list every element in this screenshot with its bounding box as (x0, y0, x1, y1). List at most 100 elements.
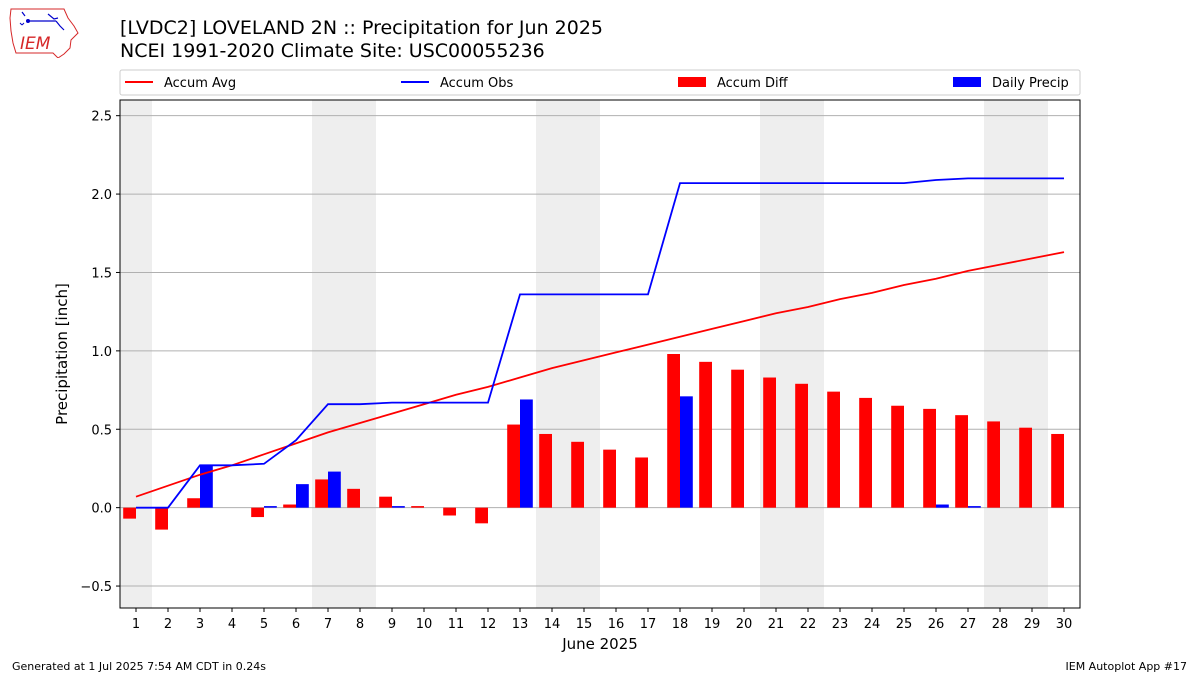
x-tick-label-19: 19 (704, 617, 721, 632)
app-credit: IEM Autoplot App #17 (1065, 660, 1188, 673)
daily-precip-bar-day-18 (680, 396, 693, 508)
accum-diff-bar-day-13 (507, 424, 520, 508)
weekend-shade-day-29 (1016, 100, 1048, 608)
weekend-shade-day-14 (536, 100, 568, 608)
accum-diff-bar-day-28 (987, 421, 1000, 508)
x-tick-label-22: 22 (800, 617, 817, 632)
x-tick-label-24: 24 (864, 617, 881, 632)
accum-diff-bar-day-19 (699, 361, 712, 508)
accum-diff-bar-day-18 (667, 354, 680, 508)
x-tick-label-20: 20 (736, 617, 753, 632)
x-tick-label-1: 1 (132, 617, 140, 632)
accum-diff-bar-day-11 (443, 507, 456, 516)
x-tick-label-11: 11 (448, 617, 465, 632)
x-tick-label-14: 14 (544, 617, 561, 632)
accum-diff-bar-day-9 (379, 496, 392, 508)
iem-logo: IEM (9, 8, 79, 58)
y-tick-label-5: 2.0 (91, 188, 112, 203)
daily-precip-bar-day-7 (328, 471, 341, 508)
accum-diff-bar-day-5 (251, 507, 264, 518)
plot-frame (119, 99, 1081, 609)
x-tick-label-23: 23 (832, 617, 849, 632)
accum-diff-bar-day-24 (859, 397, 872, 508)
x-tick-label-17: 17 (640, 617, 657, 632)
x-tick-label-29: 29 (1024, 617, 1041, 632)
legend-swatch-accum-diff (678, 77, 706, 87)
x-tick-label-3: 3 (196, 617, 204, 632)
weekend-shade-day-21 (760, 100, 792, 608)
y-tick-label-2: 0.5 (91, 423, 112, 438)
accum-diff-bar-day-14 (539, 433, 552, 508)
accum-diff-bar-day-25 (891, 405, 904, 508)
daily-precip-bar-day-27 (968, 506, 981, 508)
bars (123, 354, 1064, 530)
daily-precip-bar-day-9 (392, 506, 405, 508)
logo-text: IEM (20, 34, 51, 54)
lines (135, 177, 1065, 509)
accum-diff-bar-day-6 (283, 504, 296, 508)
x-tick-label-28: 28 (992, 617, 1009, 632)
y-gridlines (120, 115, 1080, 587)
daily-precip-bar-day-5 (264, 506, 277, 508)
x-axis-label: June 2025 (561, 635, 638, 653)
x-tick-label-4: 4 (228, 617, 236, 632)
accum-diff-bar-day-22 (795, 383, 808, 508)
x-tick-label-5: 5 (260, 617, 268, 632)
x-tick-label-16: 16 (608, 617, 625, 632)
x-tick-label-30: 30 (1056, 617, 1073, 632)
accum-diff-bar-day-27 (955, 415, 968, 508)
accum-diff-bar-day-8 (347, 488, 360, 508)
accum-diff-bar-day-1 (123, 507, 136, 519)
y-tick-label-6: 2.5 (91, 110, 112, 125)
legend: Accum Avg Accum Obs Accum Diff Daily Precip (119, 69, 1081, 96)
x-tick-label-27: 27 (960, 617, 977, 632)
legend-frame (119, 69, 1081, 96)
daily-precip-bar-day-13 (520, 399, 533, 508)
x-tick-label-8: 8 (356, 617, 364, 632)
chart-subtitle: NCEI 1991-2020 Climate Site: USC00055236 (120, 40, 545, 62)
accum-diff-bar-day-7 (315, 479, 328, 508)
x-tick-label-21: 21 (768, 617, 785, 632)
accum-diff-bar-day-12 (475, 507, 488, 524)
weekend-shade-day-28 (984, 100, 1016, 608)
legend-label-daily-precip: Daily Precip (992, 76, 1069, 91)
accum-diff-bar-day-30 (1051, 433, 1064, 508)
accum-obs-line (136, 177, 1064, 509)
axes: −0.50.00.51.01.52.02.51 2 3 4 5 6 7 8 9 10 11 12 13 1… (80, 110, 1072, 632)
x-tick-label-6: 6 (292, 617, 300, 632)
x-tick-label-10: 10 (416, 617, 433, 632)
y-tick-label-0: −0.5 (80, 580, 112, 595)
y-tick-label-4: 1.5 (91, 266, 112, 281)
y-axis-label: Precipitation [inch] (53, 283, 71, 425)
daily-precip-bar-day-6 (296, 484, 309, 508)
legend-swatch-daily-precip (953, 77, 981, 87)
weekend-shade-day-1 (120, 100, 152, 608)
accum-diff-bar-day-21 (763, 377, 776, 508)
accum-diff-bar-day-16 (603, 449, 616, 508)
x-tick-label-13: 13 (512, 617, 529, 632)
accum-diff-bar-day-15 (571, 441, 584, 508)
legend-label-accum-obs: Accum Obs (440, 76, 513, 91)
x-tick-label-7: 7 (324, 617, 332, 632)
accum-diff-bar-day-2 (155, 507, 168, 530)
x-tick-label-25: 25 (896, 617, 913, 632)
generated-timestamp: Generated at 1 Jul 2025 7:54 AM CDT in 0… (12, 660, 266, 673)
weekend-shade-day-7 (312, 100, 344, 608)
accum-diff-bar-day-20 (731, 369, 744, 508)
y-tick-label-3: 1.0 (91, 345, 112, 360)
daily-precip-bar-day-3 (200, 465, 213, 508)
weekend-shade-day-8 (344, 100, 376, 608)
weekend-shade-day-22 (792, 100, 824, 608)
x-tick-label-9: 9 (388, 617, 396, 632)
x-tick-label-18: 18 (672, 617, 689, 632)
x-tick-label-26: 26 (928, 617, 945, 632)
legend-label-accum-diff: Accum Diff (717, 76, 789, 91)
x-tick-label-15: 15 (576, 617, 593, 632)
weekend-shading (120, 100, 1048, 608)
legend-label-accum-avg: Accum Avg (164, 76, 236, 91)
x-tick-label-12: 12 (480, 617, 497, 632)
daily-precip-bar-day-26 (936, 504, 949, 508)
chart-title: [LVDC2] LOVELAND 2N :: Precipitation for… (120, 17, 604, 39)
weekend-shade-day-15 (568, 100, 600, 608)
accum-diff-bar-day-23 (827, 391, 840, 508)
